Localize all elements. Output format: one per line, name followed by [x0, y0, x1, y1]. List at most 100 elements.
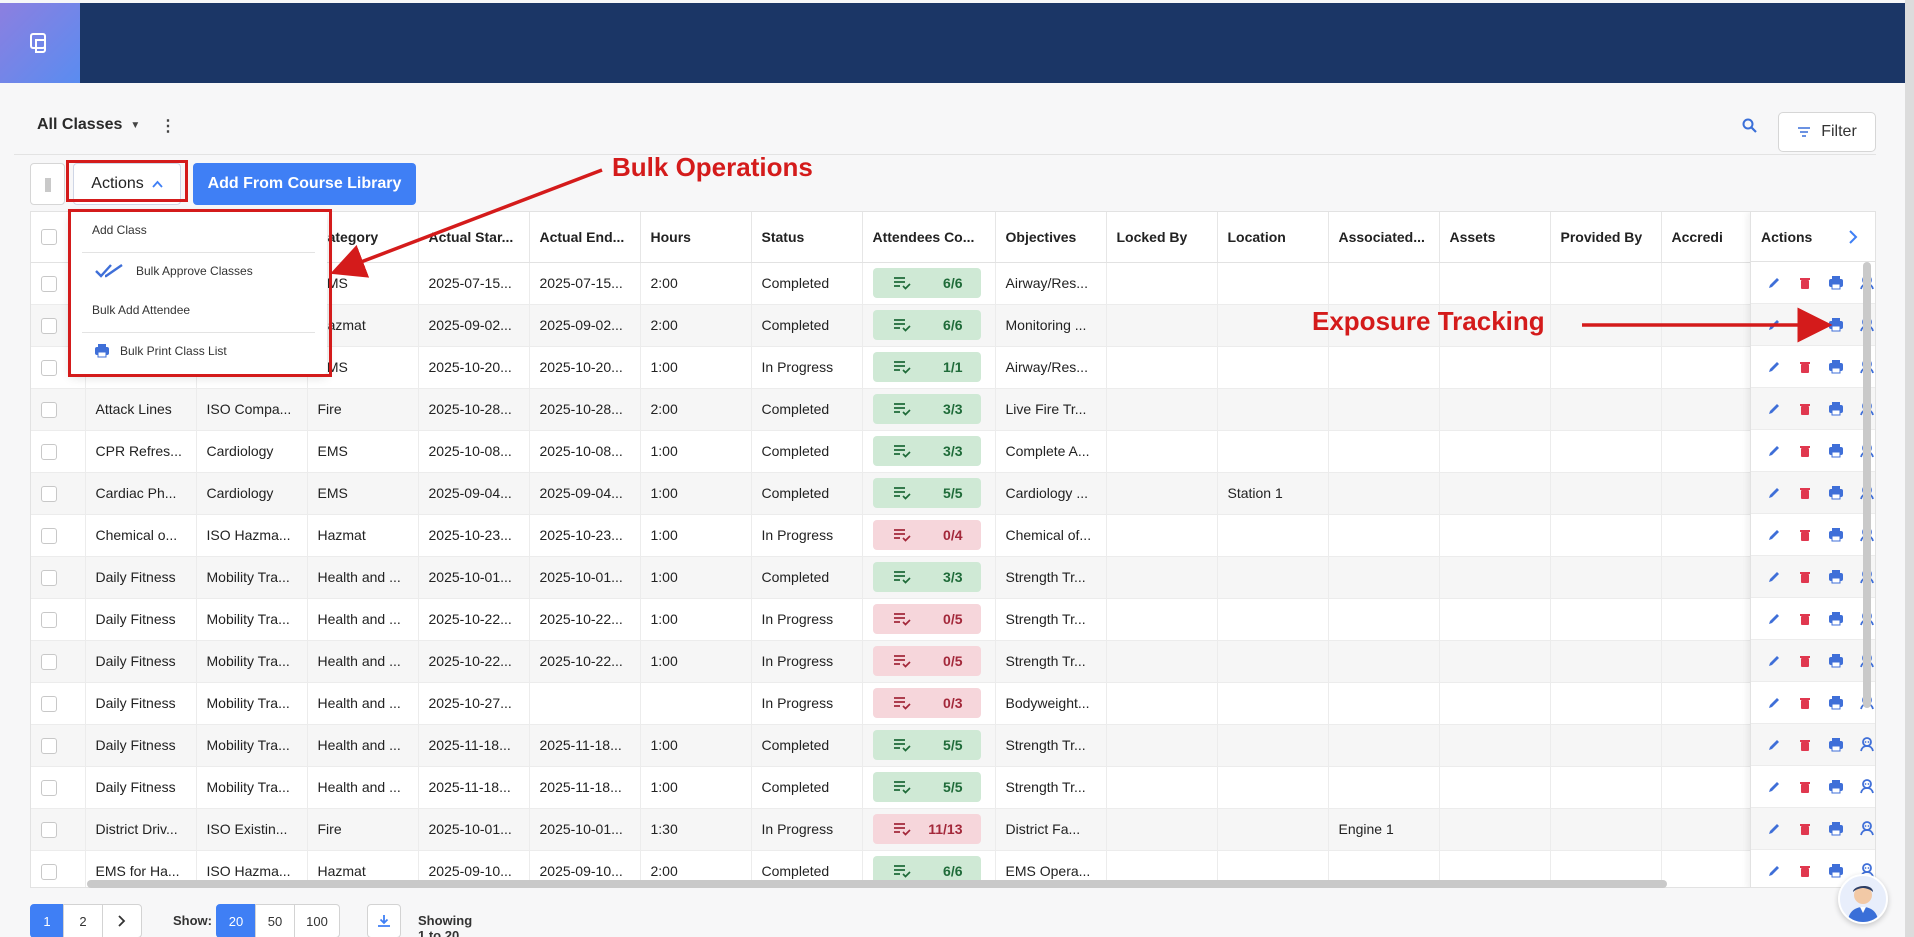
menu-item-bulk-add-attendee[interactable]: Bulk Add Attendee: [92, 303, 190, 317]
row-checkbox[interactable]: [41, 779, 57, 796]
more-options-icon[interactable]: ⋮: [160, 118, 176, 135]
page-2-button[interactable]: 2: [63, 904, 103, 937]
attendees-badge[interactable]: 0/5: [872, 604, 981, 634]
exposure-tracking-icon[interactable]: [1859, 736, 1875, 754]
row-checkbox[interactable]: [41, 359, 57, 376]
column-header[interactable]: Location: [1217, 212, 1329, 263]
attendees-badge[interactable]: 5/5: [872, 478, 981, 508]
table-row[interactable]: CPR Refres... Cardiology EMS 2025-10-08... 2…: [31, 430, 1773, 473]
search-icon[interactable]: [1742, 118, 1757, 137]
table-row[interactable]: Cardiac Ph... Cardiology EMS 2025-09-04... 2…: [31, 472, 1773, 515]
print-icon[interactable]: [1828, 526, 1845, 544]
page-size-20[interactable]: 20: [216, 904, 256, 937]
column-header[interactable]: Actual Star...: [418, 212, 530, 263]
table-vertical-scrollbar[interactable]: [1863, 262, 1871, 708]
table-row[interactable]: Daily Fitness Mobility Tra... Health and .…: [31, 556, 1773, 599]
page-size-50[interactable]: 50: [255, 904, 295, 937]
column-header[interactable]: Objectives: [995, 212, 1107, 263]
row-checkbox[interactable]: [41, 863, 57, 880]
print-icon[interactable]: [1828, 442, 1845, 460]
delete-icon[interactable]: [1796, 358, 1813, 376]
download-button[interactable]: [367, 904, 401, 937]
delete-icon[interactable]: [1796, 484, 1813, 502]
delete-icon[interactable]: [1796, 316, 1813, 334]
print-icon[interactable]: [1828, 694, 1845, 712]
row-checkbox[interactable]: [41, 401, 57, 418]
row-checkbox[interactable]: [41, 527, 57, 544]
table-row[interactable]: Daily Fitness Mobility Tra... Health and .…: [31, 598, 1773, 641]
edit-icon[interactable]: [1765, 358, 1782, 376]
edit-icon[interactable]: [1765, 694, 1782, 712]
page-scrollbar[interactable]: [1905, 0, 1914, 937]
delete-icon[interactable]: [1796, 820, 1813, 838]
delete-icon[interactable]: [1796, 442, 1813, 460]
exposure-tracking-icon[interactable]: [1859, 778, 1875, 796]
menu-item-bulk-approve[interactable]: Bulk Approve Classes: [94, 263, 253, 279]
row-checkbox[interactable]: [41, 695, 57, 712]
page-size-100[interactable]: 100: [294, 904, 340, 937]
delete-icon[interactable]: [1796, 652, 1813, 670]
column-header[interactable]: Locked By: [1106, 212, 1218, 263]
row-checkbox[interactable]: [41, 317, 57, 334]
attendees-badge[interactable]: 5/5: [872, 730, 981, 760]
attendees-badge[interactable]: 3/3: [872, 394, 981, 424]
row-checkbox[interactable]: [41, 653, 57, 670]
attendees-badge[interactable]: 6/6: [872, 268, 981, 298]
column-header[interactable]: Status: [751, 212, 863, 263]
table-row[interactable]: Chemical o... ISO Hazma... Hazmat 2025-10-2…: [31, 514, 1773, 557]
table-row[interactable]: Daily Fitness Mobility Tra... Health and .…: [31, 724, 1773, 767]
attendees-badge[interactable]: 1/1: [872, 352, 981, 382]
actions-dropdown-button[interactable]: Actions: [73, 163, 181, 205]
delete-icon[interactable]: [1796, 568, 1813, 586]
add-from-course-library-button[interactable]: Add From Course Library: [193, 163, 416, 205]
attendees-badge[interactable]: 5/5: [872, 772, 981, 802]
print-icon[interactable]: [1828, 568, 1845, 586]
attendees-badge[interactable]: 0/4: [872, 520, 981, 550]
row-checkbox[interactable]: [41, 611, 57, 628]
delete-icon[interactable]: [1796, 778, 1813, 796]
print-icon[interactable]: [1828, 358, 1845, 376]
table-row[interactable]: Daily Fitness Mobility Tra... Health and .…: [31, 682, 1773, 725]
column-header[interactable]: Associated...: [1328, 212, 1440, 263]
edit-icon[interactable]: [1765, 400, 1782, 418]
print-icon[interactable]: [1828, 316, 1845, 334]
table-row[interactable]: Daily Fitness Mobility Tra... Health and .…: [31, 640, 1773, 683]
print-icon[interactable]: [1828, 652, 1845, 670]
delete-icon[interactable]: [1796, 400, 1813, 418]
edit-icon[interactable]: [1765, 526, 1782, 544]
edit-icon[interactable]: [1765, 820, 1782, 838]
assistant-avatar[interactable]: [1838, 874, 1888, 924]
edit-icon[interactable]: [1765, 862, 1782, 880]
column-header[interactable]: Attendees Co...: [862, 212, 996, 263]
column-header[interactable]: Assets: [1439, 212, 1551, 263]
exposure-tracking-icon[interactable]: [1859, 820, 1875, 838]
delete-icon[interactable]: [1796, 274, 1813, 292]
row-checkbox[interactable]: [41, 485, 57, 502]
row-checkbox[interactable]: [41, 821, 57, 838]
delete-icon[interactable]: [1796, 736, 1813, 754]
table-row[interactable]: Attack Lines ISO Compa... Fire 2025-10-28..…: [31, 388, 1773, 431]
attendees-badge[interactable]: 3/3: [872, 562, 981, 592]
attendees-badge[interactable]: 0/5: [872, 646, 981, 676]
print-icon[interactable]: [1828, 274, 1845, 292]
table-row[interactable]: District Driv... ISO Existin... Fire 2025-1…: [31, 808, 1773, 851]
edit-icon[interactable]: [1765, 484, 1782, 502]
edit-icon[interactable]: [1765, 610, 1782, 628]
print-icon[interactable]: [1828, 862, 1845, 880]
print-icon[interactable]: [1828, 610, 1845, 628]
select-all-checkbox[interactable]: [41, 229, 57, 246]
column-header[interactable]: Provided By: [1550, 212, 1662, 263]
delete-icon[interactable]: [1796, 610, 1813, 628]
next-page-button[interactable]: [102, 904, 142, 937]
edit-icon[interactable]: [1765, 316, 1782, 334]
print-icon[interactable]: [1828, 820, 1845, 838]
edit-icon[interactable]: [1765, 778, 1782, 796]
select-all-toggle[interactable]: [30, 163, 65, 205]
print-icon[interactable]: [1828, 736, 1845, 754]
app-logo[interactable]: [0, 3, 80, 83]
attendees-badge[interactable]: 6/6: [872, 310, 981, 340]
row-checkbox[interactable]: [41, 737, 57, 754]
row-checkbox[interactable]: [41, 569, 57, 586]
row-checkbox[interactable]: [41, 443, 57, 460]
print-icon[interactable]: [1828, 778, 1845, 796]
